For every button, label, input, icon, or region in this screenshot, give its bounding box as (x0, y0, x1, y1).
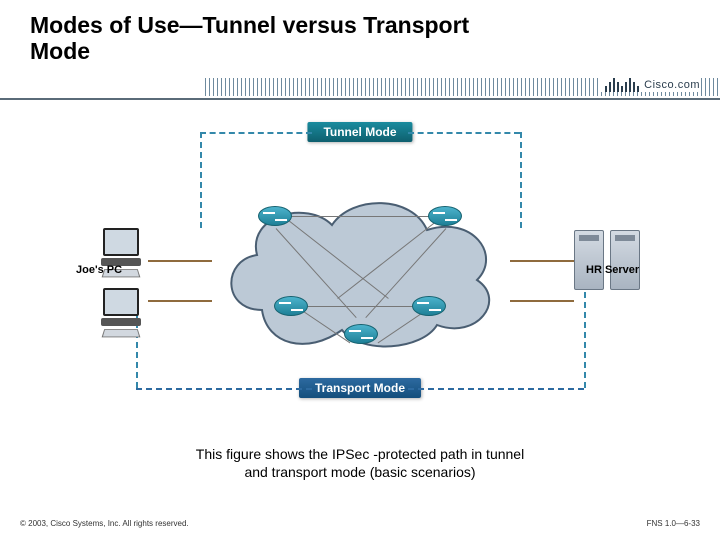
router-icon (428, 206, 462, 226)
server-icon (574, 230, 604, 290)
mesh-edge (304, 306, 416, 307)
transport-dash-left (136, 388, 312, 390)
tunnel-spacer-right (520, 132, 522, 228)
caption-line-2: and transport mode (basic scenarios) (244, 464, 475, 480)
copyright-text: © 2003, Cisco Systems, Inc. All rights r… (20, 519, 189, 528)
router-icon (412, 296, 446, 316)
caption-line-1: This figure shows the IPSec -protected p… (196, 446, 524, 462)
link-line (510, 260, 574, 262)
network-diagram: Tunnel Mode Transport Mode Joe's PC HR S… (70, 120, 650, 430)
link-line (148, 260, 212, 262)
header-rule (0, 98, 720, 100)
tunnel-mode-label: Tunnel Mode (307, 122, 412, 142)
right-endpoint-label: HR Server (586, 264, 639, 276)
cisco-logo: Cisco.com (598, 78, 700, 92)
title-line-1: Modes of Use—Tunnel versus Transport (30, 12, 469, 38)
transport-spacer-right (584, 292, 586, 388)
title-line-2: Mode (30, 38, 90, 64)
cisco-bars-icon (604, 78, 640, 92)
left-endpoint-label: Joe's PC (76, 264, 122, 276)
router-icon (344, 324, 378, 344)
link-line (510, 300, 574, 302)
link-line (148, 300, 212, 302)
figure-caption: This figure shows the IPSec -protected p… (0, 445, 720, 481)
server-icon (610, 230, 640, 290)
tunnel-dash-left (200, 132, 312, 134)
slide-number: FNS 1.0—6-33 (647, 519, 700, 528)
transport-dash-right (408, 388, 584, 390)
mesh-edge (290, 216, 430, 217)
router-icon (274, 296, 308, 316)
slide-title: Modes of Use—Tunnel versus Transport Mod… (30, 12, 469, 65)
logo-text: Cisco.com (644, 79, 700, 91)
transport-mode-label: Transport Mode (299, 378, 421, 398)
pc-icon (94, 288, 148, 338)
tunnel-spacer-left (200, 132, 202, 228)
router-icon (258, 206, 292, 226)
tunnel-dash-right (408, 132, 520, 134)
